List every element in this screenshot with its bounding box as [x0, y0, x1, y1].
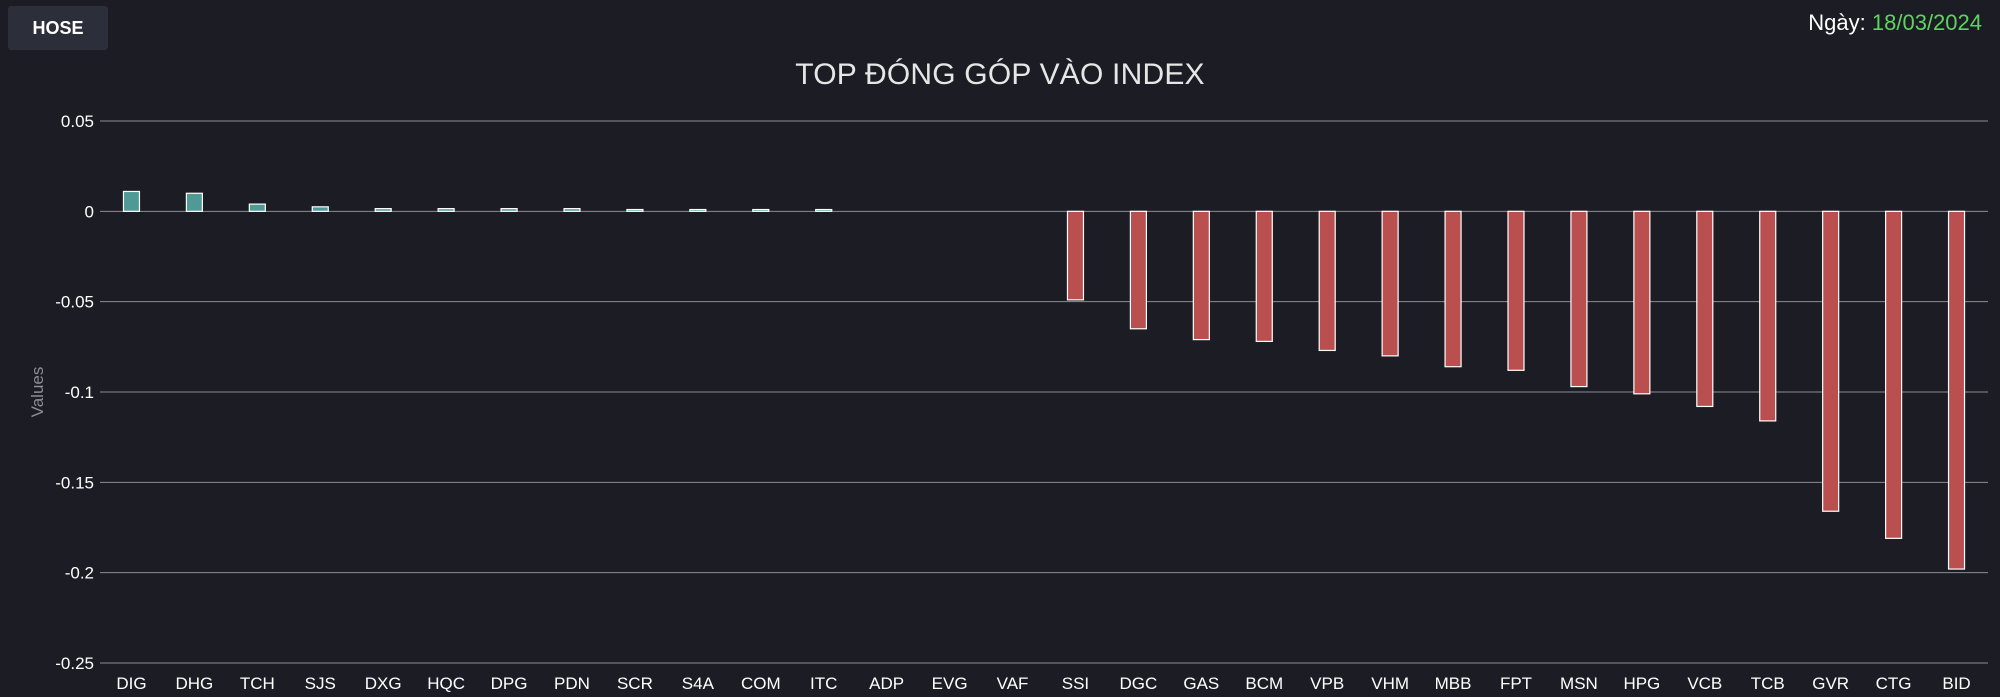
y-tick-label: 0 [85, 202, 94, 221]
x-axis-ticks: DIG DHG TCH SJS DXG HQC DPG PDN SCR S4A COM ITC ADP E… [116, 674, 1970, 693]
bar-pdn [563, 208, 581, 212]
date-value: 18/03/2024 [1871, 10, 1982, 35]
x-tick-label: SCR [617, 674, 653, 693]
bar-mbb [1444, 210, 1462, 368]
x-tick-label: DIG [116, 674, 146, 693]
x-tick-label: ITC [810, 674, 837, 693]
y-tick-label: 0.05 [61, 112, 94, 131]
bar-s4a [689, 208, 707, 212]
x-tick-label: MBB [1435, 674, 1472, 693]
x-tick-label: HPG [1623, 674, 1660, 693]
date-display: Ngày: 18/03/2024 [1808, 10, 1982, 36]
date-label: Ngày: [1808, 10, 1872, 35]
bar-scr [626, 208, 644, 212]
x-tick-label: SJS [305, 674, 336, 693]
grid-lines [100, 120, 1988, 664]
bars [122, 190, 1966, 570]
x-tick-label: ADP [869, 674, 904, 693]
y-tick-label: -0.05 [55, 293, 94, 312]
x-tick-label: PDN [554, 674, 590, 693]
x-tick-label: FPT [1500, 674, 1532, 693]
chart-title: TOP ĐÓNG GÓP VÀO INDEX [795, 58, 1205, 91]
y-tick-label: -0.1 [65, 383, 94, 402]
bar-bcm [1255, 210, 1273, 343]
y-tick-label: -0.15 [55, 473, 94, 492]
x-tick-label: GVR [1812, 674, 1849, 693]
bar-gas [1192, 210, 1210, 341]
bar-tcb [1759, 210, 1777, 422]
bar-dgc [1129, 210, 1148, 330]
y-tick-label: -0.25 [55, 654, 94, 673]
bar-ctg [1884, 210, 1903, 539]
x-tick-label: DPG [491, 674, 528, 693]
bar-itc [815, 208, 833, 212]
x-tick-label: CTG [1876, 674, 1912, 693]
x-tick-label: TCH [240, 674, 275, 693]
bar-dig [122, 190, 141, 212]
x-tick-label: DXG [365, 674, 402, 693]
x-tick-label: BCM [1245, 674, 1283, 693]
x-tick-label: MSN [1560, 674, 1598, 693]
x-tick-label: S4A [682, 674, 715, 693]
bar-vpb [1318, 210, 1336, 352]
bar-dhg [185, 192, 203, 212]
x-tick-label: GAS [1183, 674, 1219, 693]
x-tick-label: TCB [1751, 674, 1785, 693]
y-tick-label: -0.2 [65, 564, 94, 583]
exchange-button[interactable]: HOSE [8, 6, 108, 50]
x-tick-label: VPB [1310, 674, 1344, 693]
bar-tch [248, 203, 266, 212]
x-tick-label: DHG [176, 674, 214, 693]
bar-vhm [1381, 210, 1399, 357]
x-tick-label: DGC [1120, 674, 1158, 693]
bar-ssi [1066, 210, 1085, 301]
bar-hpg [1633, 210, 1651, 395]
x-tick-label: COM [741, 674, 781, 693]
bar-bid [1947, 210, 1966, 570]
x-tick-label: SSI [1062, 674, 1089, 693]
bar-gvr [1822, 210, 1840, 512]
x-tick-label: VCB [1687, 674, 1722, 693]
bar-msn [1570, 210, 1588, 388]
bar-fpt [1507, 210, 1525, 371]
bar-dxg [374, 208, 392, 212]
bar-sjs [311, 206, 329, 212]
x-tick-label: VHM [1371, 674, 1409, 693]
y-axis-ticks: 0.05 0 -0.05 -0.1 -0.15 -0.2 -0.25 [55, 112, 94, 673]
y-axis-label: Values [28, 367, 47, 418]
bar-hqc [437, 208, 455, 212]
x-tick-label: HQC [427, 674, 465, 693]
x-tick-label: EVG [932, 674, 968, 693]
x-tick-label: BID [1942, 674, 1970, 693]
bar-com [752, 208, 770, 212]
bar-dpg [500, 208, 518, 212]
x-tick-label: VAF [997, 674, 1029, 693]
bar-vcb [1696, 210, 1714, 408]
